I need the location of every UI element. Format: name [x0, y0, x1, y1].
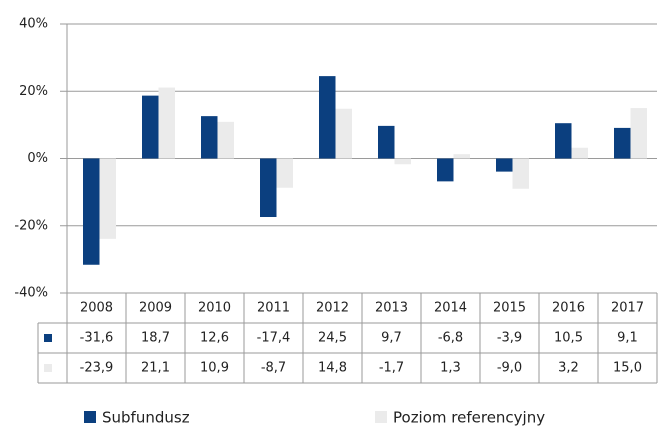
x-tick-label: 2012: [316, 301, 349, 316]
bar: [555, 123, 572, 159]
table-cell: -1,7: [379, 361, 404, 376]
table-cell: 9,1: [617, 331, 638, 346]
table-cell: 21,1: [141, 361, 170, 376]
bar: [571, 147, 588, 159]
table-cell: -17,4: [257, 331, 291, 346]
table-cell: 15,0: [613, 361, 642, 376]
table-cell: 10,5: [554, 331, 583, 346]
table-legend-key: [44, 334, 52, 342]
legend-key: [84, 411, 96, 423]
bar: [394, 158, 411, 165]
bar: [260, 158, 277, 218]
table-cell: 9,7: [381, 331, 402, 346]
x-tick-label: 2014: [434, 301, 467, 316]
table-cell: -9,0: [497, 361, 522, 376]
x-tick-label: 2016: [552, 301, 585, 316]
table-cell: 3,2: [558, 361, 579, 376]
table-cell: -8,7: [261, 361, 286, 376]
table-cell: 18,7: [141, 331, 170, 346]
legend: Subfundusz Poziom referencyjny: [84, 409, 545, 427]
table-cell: -3,9: [497, 331, 522, 346]
y-tick-label: 0%: [27, 151, 48, 166]
bar: [437, 158, 454, 182]
table-cell: 24,5: [318, 331, 347, 346]
table-cell: 10,9: [200, 361, 229, 376]
bar: [630, 108, 647, 159]
bar: [512, 158, 529, 189]
bar: [158, 87, 175, 159]
x-tick-label: 2009: [139, 301, 172, 316]
bar: [453, 154, 470, 159]
bar: [378, 125, 395, 159]
legend-label: Subfundusz: [102, 409, 190, 427]
table-legend-key: [44, 364, 52, 372]
bar: [217, 121, 234, 159]
x-tick-label: 2013: [375, 301, 408, 316]
x-tick-label: 2011: [257, 301, 290, 316]
bar: [319, 76, 336, 159]
table-cell: -23,9: [80, 361, 114, 376]
bar: [99, 158, 116, 239]
bar: [614, 127, 631, 159]
table-cell: 1,3: [440, 361, 461, 376]
bar: [335, 108, 352, 159]
legend-label: Poziom referencyjny: [393, 409, 545, 427]
x-tick-label: 2008: [80, 301, 113, 316]
legend-key: [375, 411, 387, 423]
bar: [201, 116, 218, 159]
bar: [83, 158, 100, 265]
x-tick-label: 2017: [611, 301, 644, 316]
y-tick-label: -40%: [14, 286, 48, 301]
bar: [276, 158, 293, 188]
table-cell: 14,8: [318, 361, 347, 376]
y-tick-label: 40%: [19, 17, 48, 32]
x-tick-label: 2010: [198, 301, 231, 316]
y-tick-label: -20%: [14, 218, 48, 233]
table-cell: -31,6: [80, 331, 114, 346]
bar: [142, 95, 159, 159]
table-cell: 12,6: [200, 331, 229, 346]
table-cell: -6,8: [438, 331, 463, 346]
y-tick-label: 20%: [19, 84, 48, 99]
bar: [496, 158, 513, 172]
x-tick-label: 2015: [493, 301, 526, 316]
